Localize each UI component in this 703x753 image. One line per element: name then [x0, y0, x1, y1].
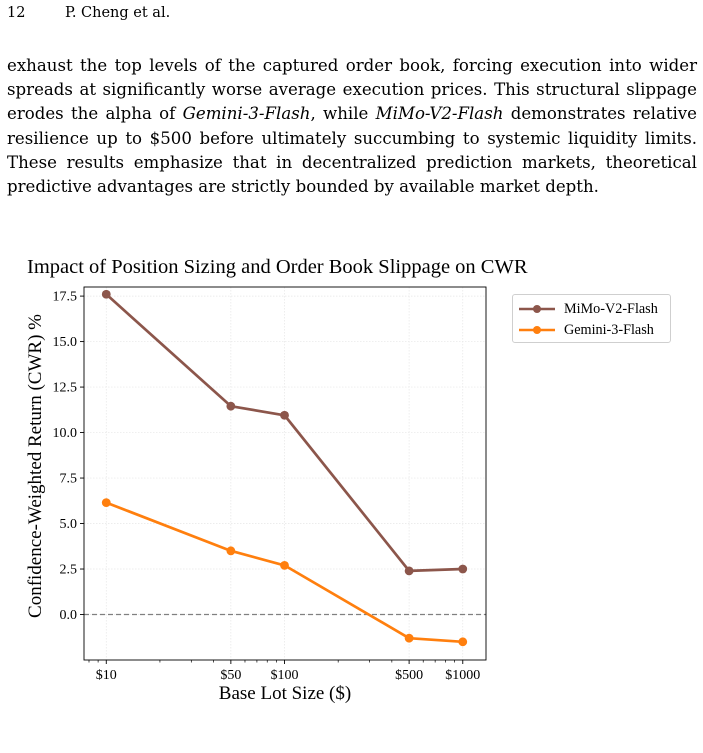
- paragraph-text: demonstrates relative resilience up to $…: [7, 104, 698, 197]
- model-name-mimo: MiMo-V2-Flash: [375, 104, 504, 124]
- data-point-gemini-3-flash: [101, 498, 111, 508]
- x-axis-label: Base Lot Size ($): [218, 683, 352, 704]
- y-tick-label: 0.0: [60, 608, 78, 623]
- chart-title: Impact of Position Sizing and Order Book…: [27, 256, 528, 278]
- data-point-mimo-v2-flash: [404, 566, 414, 576]
- y-tick-label: 12.5: [53, 381, 78, 396]
- data-point-mimo-v2-flash: [280, 410, 289, 420]
- data-point-gemini-3-flash: [404, 633, 414, 643]
- legend-swatch-gemini: [519, 326, 555, 334]
- y-tick-label: 15.0: [53, 335, 78, 350]
- data-point-mimo-v2-flash: [101, 289, 111, 299]
- legend-swatch-mimo: [519, 305, 555, 313]
- legend-entry-gemini: Gemini-3-Flash: [519, 321, 654, 339]
- page-number: 12: [7, 5, 26, 21]
- paragraph-text: , while: [310, 104, 376, 124]
- data-point-gemini-3-flash: [280, 560, 289, 570]
- x-tick-label: $50: [220, 668, 241, 683]
- x-tick-label: $100: [271, 668, 299, 683]
- legend-label-gemini: Gemini-3-Flash: [564, 321, 654, 338]
- y-axis-label: Confidence-Weighted Return (CWR) %: [25, 314, 46, 618]
- data-point-gemini-3-flash: [458, 637, 468, 647]
- model-name-gemini: Gemini-3-Flash: [182, 104, 311, 124]
- legend-label-mimo: MiMo-V2-Flash: [564, 300, 658, 317]
- y-tick-label: 10.0: [53, 426, 78, 441]
- running-authors: P. Cheng et al.: [65, 5, 171, 21]
- data-point-mimo-v2-flash: [458, 564, 468, 574]
- x-tick-label: $10: [96, 668, 117, 683]
- y-tick-label: 17.5: [53, 290, 78, 305]
- y-tick-label: 7.5: [60, 472, 78, 487]
- legend-entry-mimo: MiMo-V2-Flash: [519, 300, 658, 318]
- chart-legend: MiMo-V2-Flash Gemini-3-Flash: [512, 294, 671, 343]
- y-tick-label: 5.0: [60, 517, 78, 532]
- data-point-mimo-v2-flash: [226, 401, 236, 411]
- axes-frame: [83, 286, 487, 661]
- x-tick-label: $1000: [445, 668, 480, 683]
- running-header: 12 P. Cheng et al.: [7, 5, 170, 21]
- y-tick-label: 2.5: [60, 563, 78, 578]
- paragraph-text: exhaust the top levels of the captured o…: [7, 56, 697, 124]
- data-point-gemini-3-flash: [226, 546, 236, 556]
- body-paragraph: exhaust the top levels of the captured o…: [7, 54, 697, 199]
- x-tick-label: $500: [395, 668, 423, 683]
